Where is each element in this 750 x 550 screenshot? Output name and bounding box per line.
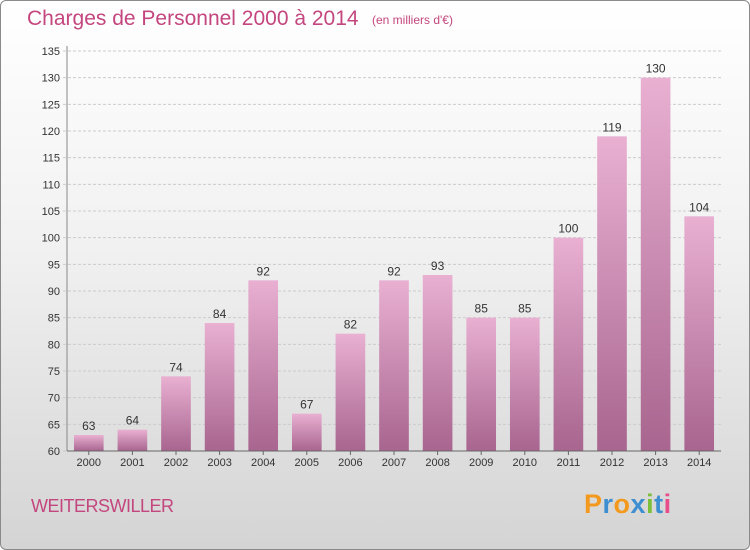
chart-title: Charges de Personnel 2000 à 2014 (27, 7, 359, 30)
y-tick-label: 105 (42, 206, 60, 218)
x-tick-label: 2012 (600, 457, 624, 469)
bar (422, 275, 453, 451)
data-label: 67 (300, 398, 314, 412)
x-tick-label: 2010 (513, 457, 537, 469)
brand-letter: t (654, 489, 664, 519)
x-tick-label: 2009 (469, 457, 493, 469)
x-tick-label: 2014 (687, 457, 711, 469)
data-label: 119 (602, 120, 621, 134)
bar (73, 435, 104, 451)
bar (553, 237, 584, 451)
data-label: 104 (689, 200, 709, 214)
bar (335, 333, 366, 451)
bar (204, 323, 235, 451)
bar (379, 280, 409, 451)
y-tick-label: 65 (48, 419, 60, 431)
x-tick-label: 2005 (295, 457, 319, 469)
x-tick-label: 2001 (120, 457, 144, 469)
bar (597, 136, 627, 452)
data-label: 85 (518, 302, 532, 316)
bar (161, 376, 191, 451)
data-label: 82 (344, 318, 358, 332)
bar (466, 317, 497, 451)
brand-letter: o (613, 489, 631, 519)
x-tick-label: 2004 (251, 457, 275, 469)
y-tick-label: 130 (42, 73, 60, 85)
brand-logo: Proxiti (584, 489, 672, 520)
x-tick-label: 2006 (338, 457, 362, 469)
brand-letter: r (602, 489, 614, 519)
data-label: 74 (169, 360, 183, 374)
y-tick-label: 120 (42, 126, 60, 138)
bar (640, 77, 671, 452)
data-label: 84 (213, 307, 227, 321)
x-tick-label: 2007 (382, 457, 406, 469)
y-tick-label: 115 (42, 153, 60, 165)
data-label: 130 (646, 62, 666, 76)
x-tick-label: 2000 (77, 457, 101, 469)
bar (248, 280, 279, 451)
data-label: 93 (431, 259, 445, 273)
data-label: 85 (475, 302, 489, 316)
y-tick-label: 95 (48, 259, 60, 271)
x-tick-label: 2013 (643, 457, 667, 469)
bar (684, 216, 715, 451)
brand-letter: i (663, 489, 672, 519)
x-tick-label: 2008 (425, 457, 449, 469)
x-tick-label: 2002 (164, 457, 188, 469)
y-tick-label: 85 (48, 313, 60, 325)
data-label: 92 (257, 264, 271, 278)
brand-letter: i (646, 489, 655, 519)
data-label: 64 (126, 414, 140, 428)
y-tick-label: 90 (48, 286, 60, 298)
unit-note: (en milliers d'€) (372, 13, 453, 27)
brand-letter: P (584, 489, 603, 519)
y-tick-label: 70 (48, 393, 60, 405)
bar (509, 317, 540, 451)
y-tick-label: 75 (48, 366, 60, 378)
data-label: 92 (387, 264, 401, 278)
x-tick-label: 2011 (557, 457, 581, 469)
bar (291, 413, 322, 451)
data-label: 100 (558, 222, 578, 236)
y-tick-label: 100 (42, 233, 60, 245)
y-tick-label: 60 (48, 446, 60, 458)
bar (117, 429, 148, 451)
y-tick-label: 135 (42, 46, 60, 58)
x-tick-label: 2003 (207, 457, 231, 469)
brand-letter: x (630, 489, 647, 519)
y-tick-label: 110 (42, 179, 60, 191)
y-tick-label: 80 (48, 339, 60, 351)
commune-name: WEITERSWILLER (31, 496, 174, 516)
data-label: 63 (82, 419, 96, 433)
y-tick-label: 125 (42, 99, 60, 111)
